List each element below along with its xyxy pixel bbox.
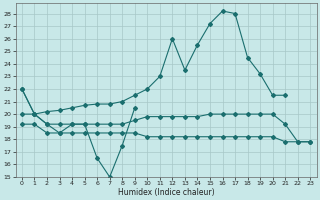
X-axis label: Humidex (Indice chaleur): Humidex (Indice chaleur) (118, 188, 214, 197)
